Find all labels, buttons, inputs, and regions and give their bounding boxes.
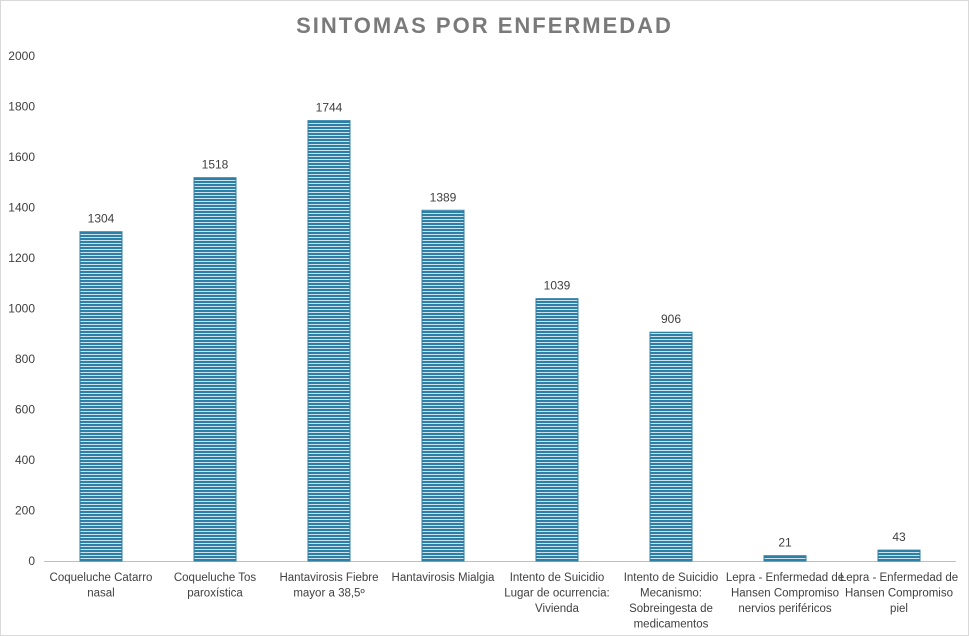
category-label: Coqueluche Tos paroxística bbox=[174, 572, 257, 600]
y-tick-label: 1800 bbox=[8, 100, 35, 114]
data-label: 1518 bbox=[202, 158, 229, 172]
category-label: Coqueluche Catarro nasal bbox=[50, 572, 153, 600]
category-label-line: Hansen Compromiso bbox=[845, 588, 953, 600]
category-label-line: Mecanismo: bbox=[640, 588, 702, 600]
bar bbox=[763, 555, 807, 562]
y-axis-ticks: 0 200 400 600 800 1000 1200 1400 1600 1800 2000 bbox=[8, 49, 35, 568]
category-label-line: Hantavirosis Fiebre bbox=[279, 572, 378, 584]
data-label: 1744 bbox=[316, 101, 343, 115]
category-label-line: Lepra - Enfermedad de bbox=[726, 572, 844, 584]
category-labels: Coqueluche Catarro nasal Coqueluche Tos par… bbox=[50, 572, 959, 631]
category-label: Intento de Suicidio Mecanismo: Sobreingest… bbox=[624, 572, 719, 631]
y-tick-label: 600 bbox=[15, 403, 35, 417]
category-label: Hantavirosis Mialgia bbox=[392, 572, 496, 584]
y-tick-label: 200 bbox=[15, 504, 35, 518]
bar bbox=[79, 231, 123, 562]
category-label-line: paroxística bbox=[187, 588, 243, 600]
category-label-line: mayor a 38,5º bbox=[293, 588, 365, 600]
data-label: 43 bbox=[892, 530, 906, 544]
category-label: Lepra - Enfermedad de Hansen Compromiso pi… bbox=[840, 572, 958, 615]
bar bbox=[421, 209, 465, 562]
data-label: 906 bbox=[661, 312, 681, 326]
y-tick-label: 0 bbox=[28, 554, 35, 568]
y-tick-label: 2000 bbox=[8, 49, 35, 63]
category-label-line: nasal bbox=[87, 588, 115, 600]
bar bbox=[535, 298, 579, 562]
y-tick-label: 1200 bbox=[8, 251, 35, 265]
category-label-line: Intento de Suicidio bbox=[624, 572, 719, 584]
bar bbox=[649, 331, 693, 562]
bar bbox=[307, 120, 351, 562]
chart-title: SINTOMAS POR ENFERMEDAD bbox=[296, 13, 673, 38]
data-label: 1304 bbox=[88, 212, 115, 226]
category-label-line: Sobreingesta de bbox=[629, 603, 713, 615]
category-label-line: Coqueluche Tos bbox=[174, 572, 257, 584]
category-label: Lepra - Enfermedad de Hansen Compromiso ne… bbox=[726, 572, 844, 615]
bar bbox=[193, 177, 237, 562]
bar bbox=[877, 549, 921, 562]
data-labels: 1304 1518 1744 1389 1039 906 21 43 bbox=[88, 101, 906, 550]
bars bbox=[79, 120, 921, 562]
y-tick-label: 800 bbox=[15, 352, 35, 366]
category-label: Intento de Suicidio Lugar de ocurrencia: V… bbox=[504, 572, 609, 615]
y-tick-label: 1000 bbox=[8, 302, 35, 316]
category-label-line: nervios periféricos bbox=[738, 603, 832, 615]
category-label-line: medicamentos bbox=[634, 619, 709, 631]
y-tick-label: 1600 bbox=[8, 150, 35, 164]
y-tick-label: 400 bbox=[15, 453, 35, 467]
data-label: 1039 bbox=[544, 279, 571, 293]
category-label-line: Coqueluche Catarro bbox=[50, 572, 153, 584]
category-label-line: Intento de Suicidio bbox=[510, 572, 605, 584]
category-label-line: Vivienda bbox=[535, 603, 580, 615]
category-label: Hantavirosis Fiebre mayor a 38,5º bbox=[279, 572, 378, 600]
data-label: 21 bbox=[778, 536, 792, 550]
category-label-line: Hantavirosis Mialgia bbox=[392, 572, 496, 584]
category-label-line: piel bbox=[890, 603, 908, 615]
y-tick-label: 1400 bbox=[8, 201, 35, 215]
category-label-line: Lepra - Enfermedad de bbox=[840, 572, 958, 584]
category-label-line: Hansen Compromiso bbox=[731, 588, 839, 600]
category-label-line: Lugar de ocurrencia: bbox=[504, 588, 609, 600]
data-label: 1389 bbox=[430, 190, 457, 204]
